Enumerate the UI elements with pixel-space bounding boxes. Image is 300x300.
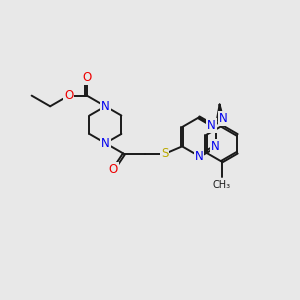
Text: N: N — [219, 112, 228, 124]
Text: O: O — [82, 71, 92, 84]
Text: N: N — [207, 119, 216, 132]
Text: N: N — [211, 140, 220, 153]
Text: O: O — [64, 89, 73, 102]
Text: CH₃: CH₃ — [213, 180, 231, 190]
Text: S: S — [161, 147, 168, 161]
Text: N: N — [101, 137, 110, 150]
Text: O: O — [109, 164, 118, 176]
Text: N: N — [194, 149, 203, 163]
Text: N: N — [101, 100, 110, 113]
